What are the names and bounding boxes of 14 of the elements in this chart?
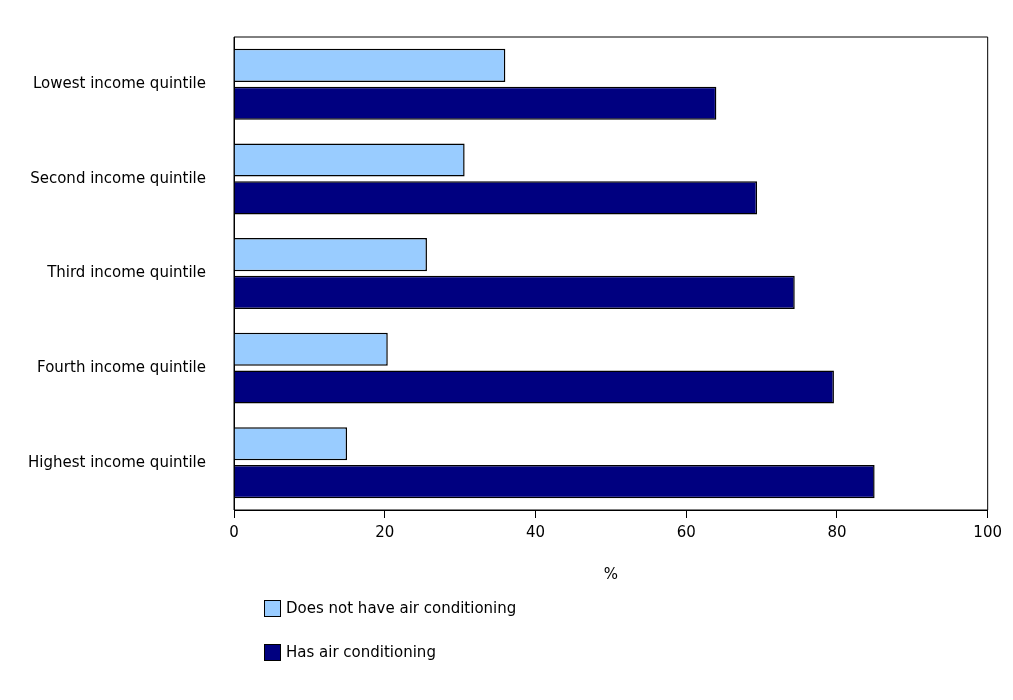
y-tick-label: Second income quintile: [30, 168, 207, 187]
legend-label: Has air conditioning: [286, 643, 436, 661]
y-tick-label: Highest income quintile: [27, 452, 207, 471]
x-axis-title: %: [603, 564, 618, 583]
y-tick-label: Fourth income quintile: [37, 357, 207, 376]
y-tick-label: Lowest income quintile: [32, 74, 207, 93]
x-tick-label: 0: [229, 522, 239, 541]
legend-label: Does not have air conditioning: [286, 599, 517, 617]
x-tick-label: 40: [525, 522, 546, 541]
x-tick-label: 60: [676, 522, 696, 541]
x-tick-label: 100: [973, 522, 1003, 541]
x-tick-label: 20: [375, 522, 395, 541]
x-tick-label: 80: [827, 522, 847, 541]
y-tick-label: Third income quintile: [46, 263, 207, 282]
